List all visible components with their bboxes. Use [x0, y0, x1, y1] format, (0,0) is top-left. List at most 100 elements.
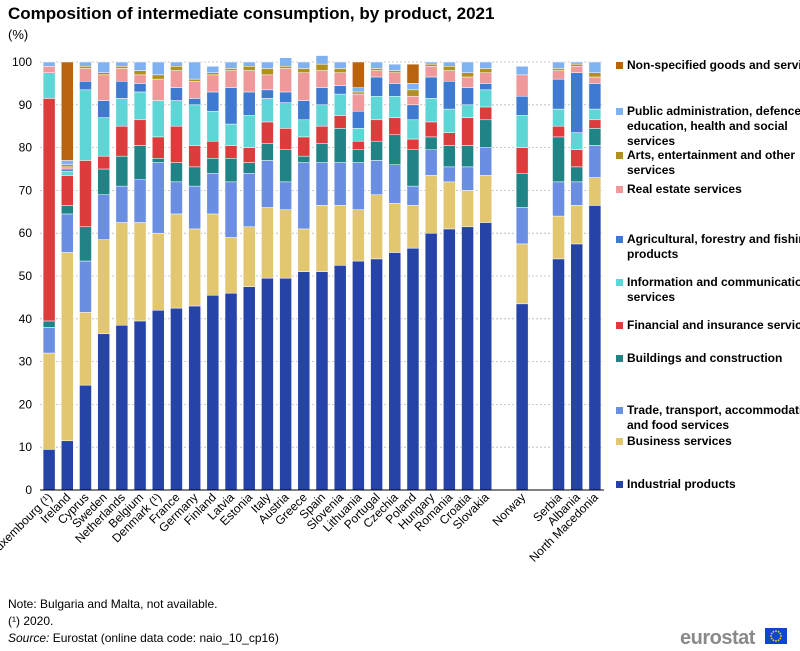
bar-segment	[188, 78, 201, 82]
bar-segment	[42, 449, 56, 491]
eurostat-logo: eurostat	[680, 627, 755, 649]
legend-swatch	[616, 438, 623, 445]
bar-segment	[570, 181, 583, 206]
bar-segment	[97, 72, 110, 76]
bar-segment	[570, 132, 583, 150]
bar-segment	[443, 166, 456, 183]
bar-segment	[588, 205, 602, 491]
bar-segment	[406, 89, 420, 97]
bar-segment	[570, 61, 583, 65]
bar-segment	[97, 194, 110, 240]
bar-segment	[42, 352, 56, 450]
bar-segment	[42, 72, 56, 99]
bar-segment	[515, 173, 529, 208]
bar-segment	[352, 162, 365, 210]
bar-segment	[279, 68, 292, 93]
bar-segment	[424, 121, 438, 138]
bar-segment	[352, 260, 365, 491]
bar-segment	[406, 95, 420, 106]
bar-segment	[61, 61, 74, 161]
bar-segment	[552, 215, 565, 260]
bar-segment	[242, 162, 256, 174]
bar-segment	[333, 93, 347, 116]
bar-segment	[297, 155, 311, 163]
bar-segment	[443, 132, 456, 146]
bar-segment	[406, 104, 420, 121]
legend-swatch	[616, 407, 623, 414]
bar-segment	[552, 181, 565, 217]
bar-segment	[152, 74, 165, 80]
bar-segment	[79, 66, 92, 69]
bar-segment	[170, 87, 183, 101]
bar-segment	[279, 209, 292, 279]
bar-segment	[352, 93, 365, 112]
bar-segment	[570, 243, 583, 491]
legend-label: Buildings and construction	[627, 351, 782, 365]
bar-segment	[443, 61, 456, 67]
bar-segment	[315, 104, 329, 127]
bar-segment	[79, 226, 92, 262]
bar-segment	[552, 61, 565, 69]
bar-segment	[570, 166, 583, 183]
bar-segment	[352, 91, 365, 95]
bar-segment	[424, 98, 438, 123]
bar-segment	[61, 205, 74, 215]
bar-segment	[515, 303, 529, 491]
bar-segment	[279, 128, 292, 150]
bar-segment	[152, 232, 165, 311]
bar-segment	[406, 63, 420, 84]
bar-segment	[333, 61, 347, 69]
legend-label: Real estate services	[627, 182, 742, 196]
bar-segment	[42, 66, 56, 73]
bar-segment	[552, 258, 565, 491]
bar-segment	[315, 63, 329, 71]
legend-swatch	[616, 152, 623, 159]
bar-segment	[115, 324, 129, 491]
bar-segment	[61, 213, 74, 253]
bar-segment	[224, 68, 238, 71]
legend-label: Financial and insurance services	[627, 318, 800, 332]
x-tick-label: Norway	[490, 490, 529, 529]
bar-segment	[115, 155, 129, 187]
bar-segment	[133, 222, 147, 322]
bar-segment	[479, 68, 492, 73]
bar-segment	[61, 175, 74, 206]
bar-segment	[133, 119, 147, 146]
bar-segment	[170, 125, 183, 163]
bar-segment	[461, 61, 474, 73]
bar-segment	[315, 87, 329, 106]
bar-segment	[224, 145, 238, 159]
source-text: Source: Eurostat (online data code: naio…	[8, 631, 279, 645]
bar-segment	[588, 128, 602, 146]
bar-segment	[279, 181, 292, 210]
bar-segment	[42, 327, 56, 354]
bar-segment	[242, 115, 256, 148]
bar-segment	[370, 61, 383, 69]
bar-segment	[170, 213, 183, 309]
y-tick-label: 30	[19, 355, 33, 369]
bar-segment	[206, 295, 220, 491]
bar-segment	[388, 252, 402, 491]
bar-segment	[115, 81, 129, 99]
bar-segment	[261, 207, 274, 279]
bar-segment	[370, 194, 383, 260]
legend-label: Trade, transport, accommodation and food …	[627, 403, 800, 432]
bar-segment	[570, 149, 583, 168]
legend-swatch	[616, 481, 623, 488]
bar-segment	[315, 143, 329, 163]
bar-segment	[515, 74, 529, 97]
bar-segment	[188, 166, 201, 187]
bar-segment	[133, 83, 147, 93]
bar-segment	[552, 68, 565, 71]
bar-segment	[79, 61, 92, 67]
bar-segment	[479, 106, 492, 121]
bar-segment	[261, 61, 274, 69]
bar-segment	[388, 164, 402, 204]
bar-segment	[261, 121, 274, 144]
bar-segment	[79, 160, 92, 228]
bar-segment	[297, 100, 311, 121]
bar-segment	[370, 95, 383, 121]
bar-segment	[279, 91, 292, 103]
bar-segment	[61, 170, 74, 176]
bar-segment	[170, 66, 183, 71]
